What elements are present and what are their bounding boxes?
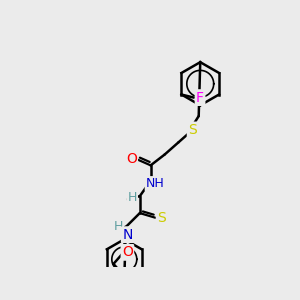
Text: H: H — [113, 220, 123, 233]
Text: N: N — [122, 228, 133, 242]
Text: O: O — [126, 152, 137, 166]
Text: S: S — [157, 211, 166, 225]
Text: F: F — [196, 91, 204, 105]
Text: O: O — [122, 245, 133, 260]
Text: NH: NH — [146, 177, 165, 190]
Text: S: S — [188, 123, 197, 137]
Text: H: H — [128, 191, 137, 204]
